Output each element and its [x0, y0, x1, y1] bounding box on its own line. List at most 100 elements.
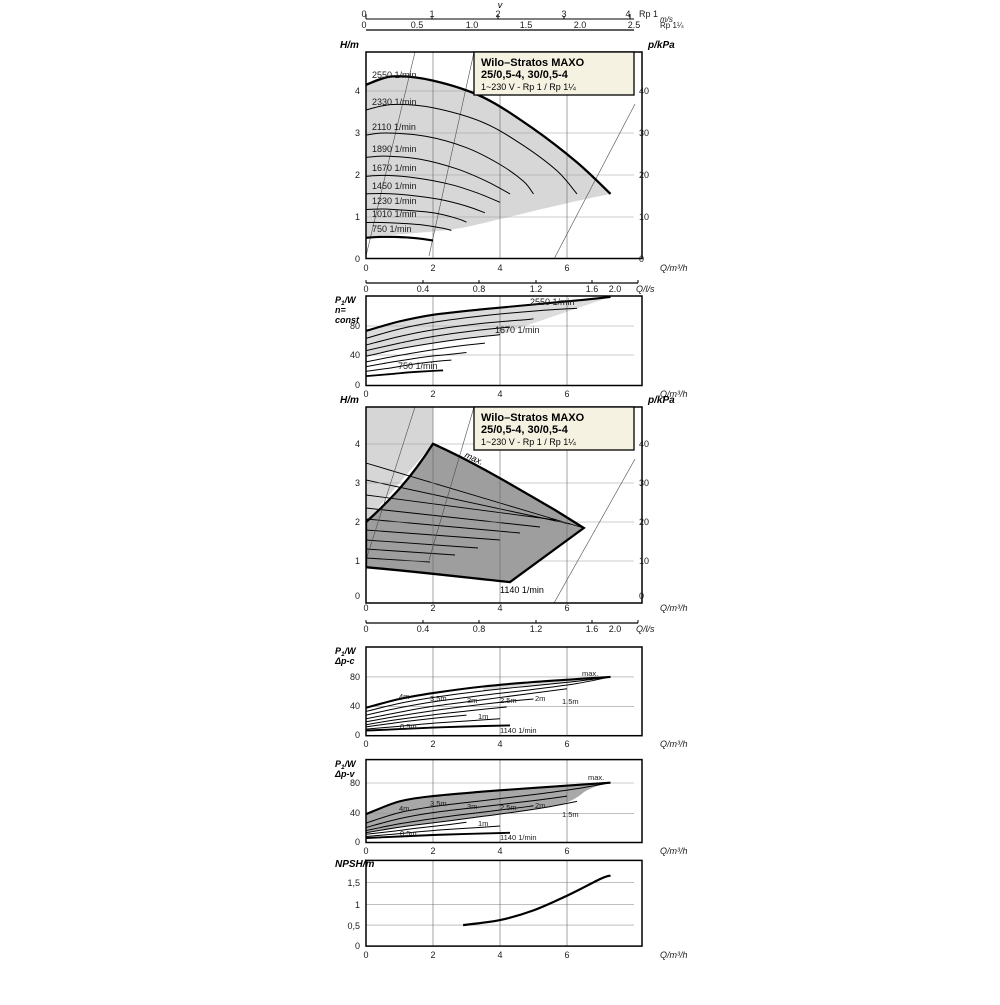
svg-text:1,5: 1,5 [347, 878, 360, 888]
svg-text:10: 10 [639, 556, 649, 566]
svg-text:6: 6 [564, 846, 569, 856]
svg-text:6: 6 [564, 263, 569, 273]
svg-text:0: 0 [363, 846, 368, 856]
svg-text:0: 0 [355, 837, 360, 847]
svg-text:40: 40 [350, 808, 360, 818]
svg-text:2.5m: 2.5m [500, 803, 517, 812]
svg-text:2m: 2m [535, 694, 545, 703]
svg-text:NPSH/m: NPSH/m [335, 859, 375, 870]
svg-text:1~230 V - Rp 1 / Rp 1¼: 1~230 V - Rp 1 / Rp 1¼ [481, 82, 576, 92]
svg-text:80: 80 [350, 321, 360, 331]
svg-text:25/0,5-4, 30/0,5-4: 25/0,5-4, 30/0,5-4 [481, 69, 569, 81]
svg-text:0: 0 [361, 20, 366, 30]
svg-text:1.5m: 1.5m [562, 697, 579, 706]
svg-text:2: 2 [355, 170, 360, 180]
svg-text:3m: 3m [467, 696, 477, 705]
svg-text:80: 80 [350, 672, 360, 682]
svg-text:4: 4 [497, 263, 502, 273]
svg-text:2.0: 2.0 [609, 284, 622, 294]
svg-text:H/m: H/m [340, 40, 359, 51]
svg-text:1.0: 1.0 [466, 20, 479, 30]
svg-text:1.6: 1.6 [586, 284, 599, 294]
svg-text:0: 0 [361, 9, 366, 19]
svg-text:1.5: 1.5 [520, 20, 533, 30]
svg-text:0: 0 [363, 389, 368, 399]
svg-text:Wilo–Stratos MAXO: Wilo–Stratos MAXO [481, 57, 585, 69]
svg-text:2: 2 [430, 950, 435, 960]
svg-text:3.5m: 3.5m [430, 694, 447, 703]
svg-text:1140 1/min: 1140 1/min [500, 726, 537, 735]
svg-text:0: 0 [363, 263, 368, 273]
svg-text:4: 4 [355, 439, 360, 449]
svg-text:4m: 4m [399, 804, 409, 813]
svg-text:4m: 4m [399, 692, 409, 701]
svg-text:0: 0 [363, 950, 368, 960]
svg-text:Q/m³/h: Q/m³/h [660, 263, 688, 273]
svg-text:30: 30 [639, 478, 649, 488]
svg-text:Q/l/s: Q/l/s [636, 624, 655, 634]
svg-text:n=: n= [335, 305, 346, 315]
svg-text:750 1/min: 750 1/min [372, 224, 412, 234]
svg-text:1m: 1m [478, 819, 488, 828]
svg-text:p/kPa: p/kPa [647, 40, 675, 51]
svg-text:H/m: H/m [340, 395, 359, 406]
svg-text:0.8: 0.8 [473, 624, 486, 634]
svg-text:2: 2 [430, 739, 435, 749]
svg-text:Rp 1: Rp 1 [639, 9, 658, 19]
svg-text:2.0: 2.0 [574, 20, 587, 30]
svg-text:3.5m: 3.5m [430, 799, 447, 808]
svg-text:2550 1/min: 2550 1/min [530, 297, 575, 307]
svg-text:p/kPa: p/kPa [647, 395, 675, 406]
svg-text:4: 4 [497, 846, 502, 856]
svg-text:Q/m³/h: Q/m³/h [660, 950, 688, 960]
svg-text:3: 3 [355, 478, 360, 488]
svg-text:6: 6 [564, 389, 569, 399]
svg-text:0.5: 0.5 [411, 20, 424, 30]
svg-text:2: 2 [430, 263, 435, 273]
svg-text:2110 1/min: 2110 1/min [372, 122, 416, 132]
svg-text:4: 4 [625, 9, 630, 19]
svg-text:2.5m: 2.5m [500, 696, 517, 705]
svg-text:0,5m: 0,5m [400, 722, 417, 731]
svg-text:Δp-c: Δp-c [334, 656, 355, 666]
svg-text:4: 4 [497, 739, 502, 749]
svg-text:1.2: 1.2 [530, 624, 543, 634]
svg-text:Q/m³/h: Q/m³/h [660, 603, 688, 613]
svg-text:max.: max. [582, 669, 598, 678]
svg-text:6: 6 [564, 739, 569, 749]
svg-text:0: 0 [355, 380, 360, 390]
svg-text:0: 0 [363, 739, 368, 749]
svg-text:Rp 1¼: Rp 1¼ [660, 21, 684, 30]
svg-text:1010 1/min: 1010 1/min [372, 209, 417, 219]
svg-text:Q/m³/h: Q/m³/h [660, 846, 688, 856]
svg-text:1140 1/min: 1140 1/min [500, 585, 544, 595]
svg-text:0: 0 [355, 730, 360, 740]
svg-text:4: 4 [497, 950, 502, 960]
svg-text:1~230 V - Rp 1 / Rp 1¼: 1~230 V - Rp 1 / Rp 1¼ [481, 437, 576, 447]
svg-text:0.4: 0.4 [417, 284, 430, 294]
svg-text:2: 2 [355, 517, 360, 527]
svg-text:1.2: 1.2 [530, 284, 543, 294]
svg-text:1670 1/min: 1670 1/min [495, 325, 540, 335]
svg-text:0: 0 [355, 254, 360, 264]
svg-text:40: 40 [350, 701, 360, 711]
svg-text:0: 0 [355, 591, 360, 601]
svg-text:40: 40 [639, 439, 649, 449]
svg-text:2: 2 [430, 603, 435, 613]
svg-text:2: 2 [430, 846, 435, 856]
svg-text:20: 20 [639, 170, 649, 180]
svg-text:10: 10 [639, 212, 649, 222]
svg-text:0,5: 0,5 [347, 921, 360, 931]
svg-text:3: 3 [355, 128, 360, 138]
svg-text:40: 40 [639, 86, 649, 96]
svg-text:1.5m: 1.5m [562, 810, 579, 819]
svg-text:3m: 3m [467, 802, 477, 811]
svg-text:max.: max. [588, 773, 604, 782]
svg-text:6: 6 [564, 950, 569, 960]
svg-text:3: 3 [561, 9, 566, 19]
svg-text:Wilo–Stratos MAXO: Wilo–Stratos MAXO [481, 412, 585, 424]
svg-text:Q/m³/h: Q/m³/h [660, 739, 688, 749]
svg-text:20: 20 [639, 517, 649, 527]
svg-text:2.5: 2.5 [628, 20, 641, 30]
svg-text:2.0: 2.0 [609, 624, 622, 634]
